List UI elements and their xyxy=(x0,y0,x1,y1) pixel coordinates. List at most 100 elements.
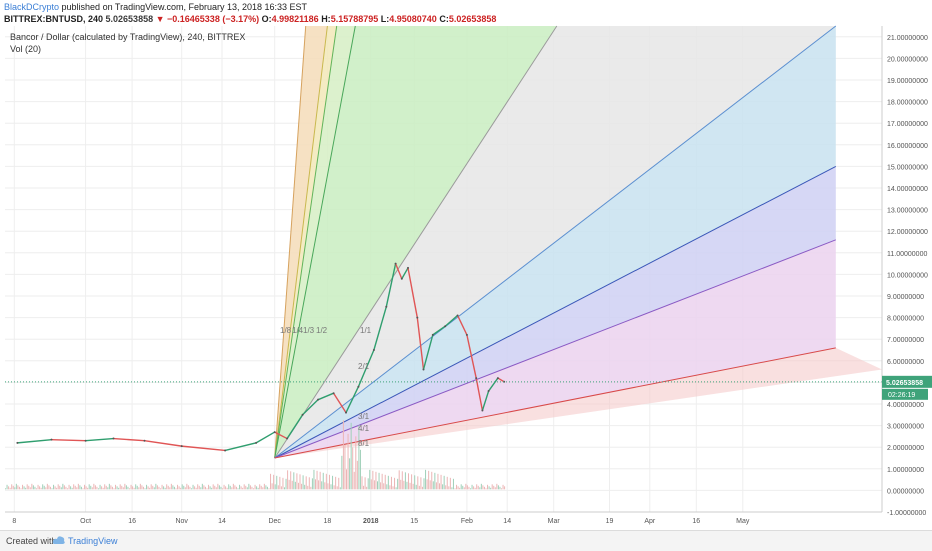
volume-bar xyxy=(394,477,396,490)
price-point xyxy=(416,316,419,319)
volume-bar xyxy=(155,483,157,490)
x-tick-label: 16 xyxy=(692,518,700,525)
volume-bar xyxy=(223,484,225,490)
open-label: O: xyxy=(261,14,272,24)
price-change: ▼ −0.16465338 (−3.17%) xyxy=(155,14,260,24)
price-point xyxy=(16,441,19,444)
fan-label: 1/8 xyxy=(280,326,292,335)
volume-bar xyxy=(342,420,344,490)
price-axis[interactable]: -1.00000000 0.00000000 1.00000000 2.0000000… xyxy=(881,26,928,517)
volume-bar xyxy=(355,436,357,490)
volume-bar xyxy=(51,488,53,490)
volume-bar xyxy=(294,481,296,490)
volume-bar xyxy=(364,477,366,490)
volume-bar xyxy=(76,487,78,490)
y-tick-label: 3.00000000 xyxy=(887,424,924,431)
volume-bar xyxy=(34,486,36,490)
volume-bar xyxy=(246,487,248,490)
price-point xyxy=(224,449,227,452)
volume-bar xyxy=(271,483,273,490)
volume-bar xyxy=(90,485,92,490)
volume-bar xyxy=(234,485,236,490)
volume-bar xyxy=(384,474,386,490)
volume-bar xyxy=(443,475,445,490)
price-point xyxy=(84,439,87,442)
volume-bar xyxy=(107,487,109,490)
price-segment xyxy=(333,392,347,414)
fan-label: 1/2 xyxy=(316,326,328,335)
volume-bar xyxy=(418,485,420,490)
volume-bar xyxy=(395,487,397,490)
volume-bar xyxy=(11,484,13,490)
price-segment xyxy=(394,263,403,279)
price-segment xyxy=(475,377,484,411)
volume-bar xyxy=(301,483,303,490)
volume-bar xyxy=(454,488,456,490)
volume-bar xyxy=(203,485,205,490)
volume-bar xyxy=(282,477,284,490)
volume-bar xyxy=(102,487,104,490)
volume-bar xyxy=(428,470,430,490)
volume-bar xyxy=(164,487,166,490)
volume-bar xyxy=(87,487,89,490)
volume-bar xyxy=(18,486,20,490)
volume-bar xyxy=(53,484,55,490)
volume-bar xyxy=(431,471,433,490)
volume-bar xyxy=(198,485,200,490)
volume-bar xyxy=(187,485,189,490)
author-link[interactable]: BlackDCrypto xyxy=(4,2,60,12)
volume-bar xyxy=(471,484,473,490)
y-tick-label: 4.00000000 xyxy=(887,402,924,409)
price-point xyxy=(357,385,360,388)
price-point xyxy=(496,377,499,380)
volume-bar xyxy=(504,486,506,490)
volume-bar xyxy=(341,455,343,490)
volume-bar xyxy=(423,478,425,490)
x-tick-label: Apr xyxy=(644,518,656,525)
volume-bar xyxy=(256,486,258,490)
volume-bar xyxy=(91,487,93,490)
volume-bar xyxy=(437,473,439,490)
volume-bar xyxy=(6,484,8,490)
volume-bar xyxy=(231,487,233,490)
volume-bar xyxy=(183,485,185,490)
volume-bar xyxy=(445,485,447,490)
y-tick-label: 19.00000000 xyxy=(887,78,928,85)
price-segment xyxy=(286,414,304,439)
price-series xyxy=(5,262,882,452)
time-axis[interactable]: 8 Oct 16 Nov 14 Dec 18 2018 15 Feb 14 Mar 19 Apr 16 May xyxy=(5,511,882,525)
volume-bar xyxy=(111,486,113,490)
tradingview-brand[interactable]: TradingView xyxy=(68,536,118,546)
price-chart[interactable]: 1/8 1/4 1/3 1/2 1/1 2/1 3/1 4/1 8/1 -1.00000000 0… xyxy=(0,0,932,530)
volume-bar xyxy=(435,482,437,490)
volume-bar xyxy=(116,486,118,490)
volume-bar xyxy=(129,488,130,490)
volume-bar xyxy=(28,485,30,490)
fan-line xyxy=(274,25,837,459)
volume-bar xyxy=(124,483,126,490)
volume-bar xyxy=(237,488,239,490)
price-tags: 5.02653858 02:26:19 xyxy=(882,375,932,400)
volume-bar xyxy=(214,485,216,490)
volume-bar xyxy=(22,484,24,490)
volume-bar xyxy=(293,472,295,490)
volume-bar xyxy=(270,473,272,490)
volume-bar xyxy=(191,488,192,490)
volume-bar xyxy=(181,484,183,490)
volume-bar xyxy=(80,486,82,490)
volume-bar xyxy=(411,474,413,490)
volume-bar xyxy=(40,487,42,490)
volume-bar xyxy=(279,476,281,490)
price-segment xyxy=(255,431,276,444)
fan-label: 1/1 xyxy=(360,326,372,335)
volume-bar xyxy=(218,485,220,490)
volume-bar xyxy=(94,485,96,490)
volume-bar xyxy=(62,483,64,490)
volume-bar xyxy=(150,484,152,490)
chart-header: BlackDCrypto published on TradingView.co… xyxy=(0,0,932,26)
price-segment xyxy=(456,315,468,336)
volume-bar xyxy=(257,487,259,490)
price-segment xyxy=(373,306,387,351)
volume-bar xyxy=(414,475,416,490)
volume-bar xyxy=(32,485,34,490)
